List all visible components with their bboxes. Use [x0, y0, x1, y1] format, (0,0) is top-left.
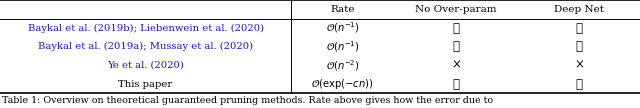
- Text: ✓: ✓: [452, 40, 460, 53]
- Text: Rate: Rate: [330, 5, 355, 14]
- Text: ×: ×: [451, 59, 461, 72]
- Text: ✓: ✓: [576, 40, 582, 53]
- Text: This paper: This paper: [118, 80, 173, 89]
- Text: ✓: ✓: [576, 21, 582, 35]
- Text: Ye et al. (2020): Ye et al. (2020): [107, 61, 184, 70]
- Text: $\mathcal{O}(n^{-2})$: $\mathcal{O}(n^{-2})$: [326, 58, 359, 73]
- Text: ×: ×: [574, 59, 584, 72]
- Text: Baykal et al. (2019b); Liebenwein et al. (2020): Baykal et al. (2019b); Liebenwein et al.…: [28, 23, 264, 33]
- Text: Deep Net: Deep Net: [554, 5, 604, 14]
- Text: ✓: ✓: [576, 78, 582, 91]
- Text: $\mathcal{O}(n^{-1})$: $\mathcal{O}(n^{-1})$: [326, 39, 359, 54]
- Text: $\mathcal{O}(\exp(-cn))$: $\mathcal{O}(\exp(-cn))$: [311, 77, 374, 91]
- Text: ✓: ✓: [452, 21, 460, 35]
- Text: $\mathcal{O}(n^{-1})$: $\mathcal{O}(n^{-1})$: [326, 21, 359, 35]
- Text: Table 1: Overview on theoretical guaranteed pruning methods. Rate above gives ho: Table 1: Overview on theoretical guarant…: [2, 96, 493, 105]
- Text: Baykal et al. (2019a); Mussay et al. (2020): Baykal et al. (2019a); Mussay et al. (20…: [38, 42, 253, 51]
- Text: No Over-param: No Over-param: [415, 5, 497, 14]
- Text: ✓: ✓: [452, 78, 460, 91]
